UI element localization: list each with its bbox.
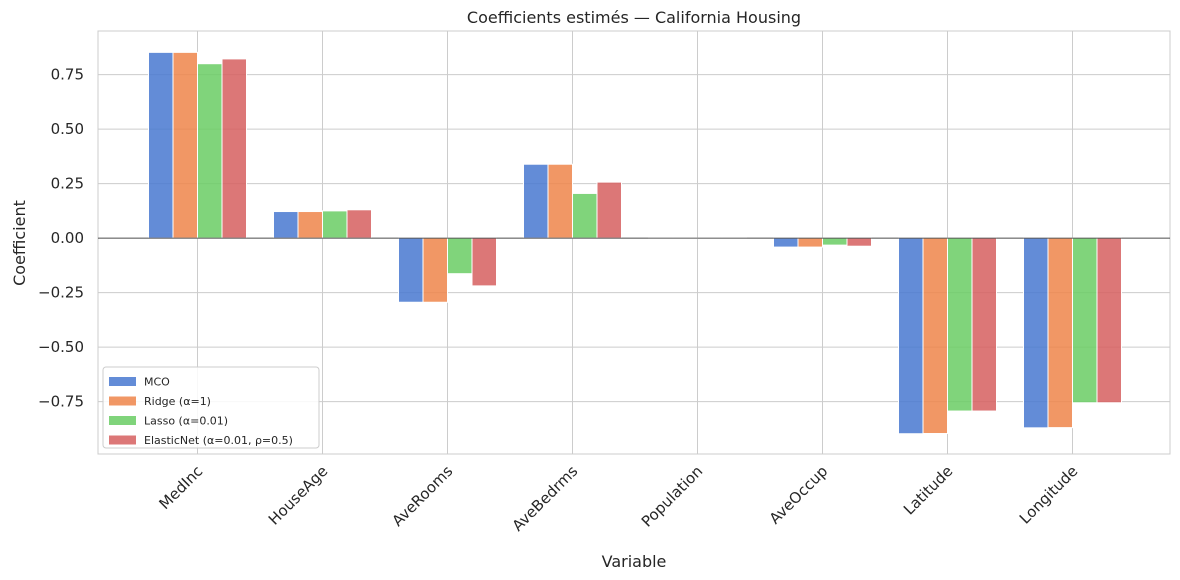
y-tick-label: 0.00 xyxy=(51,229,84,247)
y-tick-label: −0.75 xyxy=(38,393,84,411)
legend-swatch-0 xyxy=(109,377,136,386)
bar-houseage-0 xyxy=(273,211,299,239)
bar-longitude-0 xyxy=(1023,237,1049,429)
bar-latitude-2 xyxy=(947,237,973,412)
bar-medinc-2 xyxy=(197,63,223,239)
x-tick-label-population: Population xyxy=(638,462,706,530)
legend-frame xyxy=(102,366,320,449)
chart-title: Coefficients estimés — California Housin… xyxy=(467,8,801,27)
legend-swatch-3 xyxy=(109,435,136,445)
bar-aveoccup-3 xyxy=(846,237,872,247)
y-tick-labels: −0.75 −0.50 −0.25 0.00 0.25 0.50 0.75 xyxy=(38,66,84,411)
x-tick-label-longitude: Longitude xyxy=(1016,462,1081,527)
legend-swatch-2 xyxy=(109,416,136,425)
bar-longitude-1 xyxy=(1047,237,1073,429)
bar-averooms-2 xyxy=(447,237,473,275)
x-tick-label-houseage: HouseAge xyxy=(265,462,331,528)
bar-houseage-3 xyxy=(346,209,372,239)
bar-latitude-1 xyxy=(922,237,948,435)
x-tick-labels: MedInc HouseAge AveRooms AveBedrms Populatio… xyxy=(156,462,1082,535)
legend: MCO Ridge (α=1) Lasso (α=0.01) ElasticNet (… xyxy=(102,366,320,449)
legend-label-1: Ridge (α=1) xyxy=(144,395,211,408)
bar-avebedrms-0 xyxy=(523,163,549,239)
bar-houseage-1 xyxy=(297,211,323,239)
bar-averooms-1 xyxy=(422,237,448,303)
x-axis-title: Variable xyxy=(602,552,667,571)
bar-latitude-3 xyxy=(971,237,997,412)
y-tick-label: 0.75 xyxy=(51,66,84,84)
legend-label-3: ElasticNet (α=0.01, ρ=0.5) xyxy=(144,434,293,447)
bar-averooms-0 xyxy=(398,237,424,303)
bar-aveoccup-0 xyxy=(773,237,799,248)
bar-avebedrms-2 xyxy=(572,192,598,239)
bar-medinc-1 xyxy=(172,51,198,239)
legend-label-0: MCO xyxy=(144,376,170,389)
y-tick-label: 0.25 xyxy=(51,175,84,193)
bar-averooms-3 xyxy=(471,237,497,287)
y-axis-title: Coefficient xyxy=(10,200,29,286)
bar-medinc-3 xyxy=(221,58,247,239)
bar-medinc-0 xyxy=(148,51,174,239)
bar-avebedrms-3 xyxy=(596,181,622,239)
x-tick-label-latitude: Latitude xyxy=(900,462,956,518)
x-tick-label-medinc: MedInc xyxy=(156,462,207,513)
bar-houseage-2 xyxy=(322,210,348,239)
bar-aveoccup-1 xyxy=(797,237,823,248)
x-tick-label-avebedrms: AveBedrms xyxy=(509,462,582,535)
bar-avebedrms-1 xyxy=(547,163,573,239)
y-tick-label: −0.25 xyxy=(38,284,84,302)
y-tick-label: 0.50 xyxy=(51,120,84,138)
legend-label-2: Lasso (α=0.01) xyxy=(144,415,228,428)
bar-longitude-2 xyxy=(1072,237,1098,404)
bar-aveoccup-2 xyxy=(822,237,848,246)
bar-longitude-3 xyxy=(1096,237,1122,404)
y-tick-label: −0.50 xyxy=(38,338,84,356)
legend-swatch-1 xyxy=(109,396,136,406)
x-tick-label-averooms: AveRooms xyxy=(388,462,456,530)
x-tick-label-aveoccup: AveOccup xyxy=(766,462,832,528)
bar-latitude-0 xyxy=(898,237,924,435)
